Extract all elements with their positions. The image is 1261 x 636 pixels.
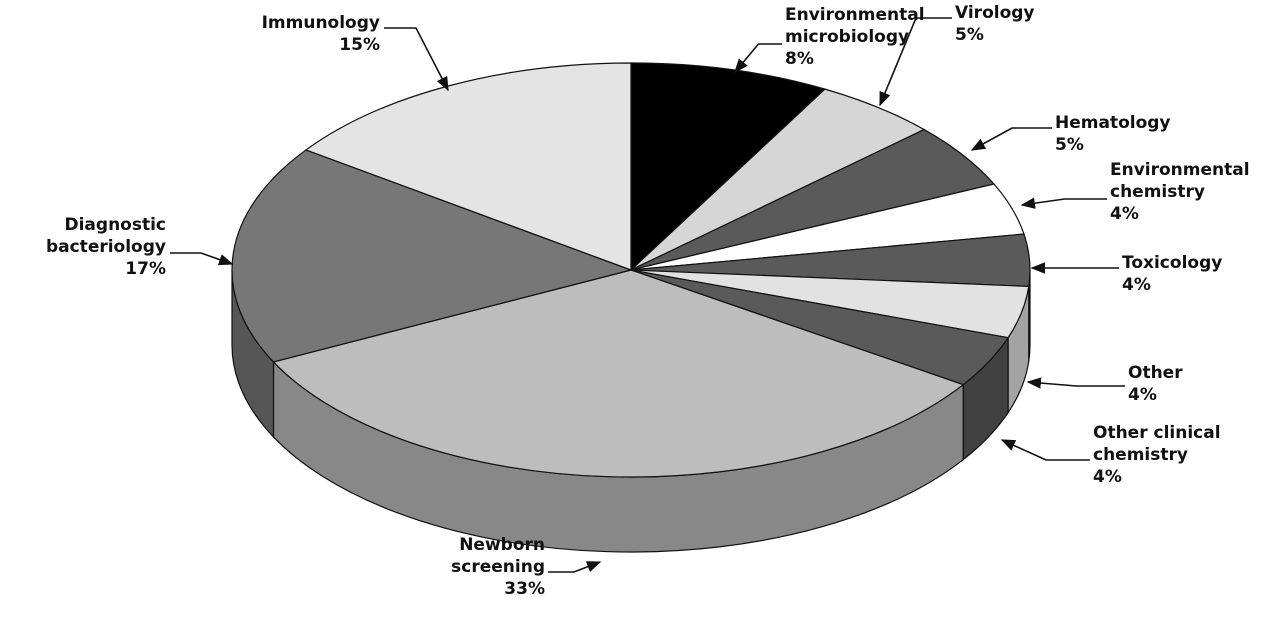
slice-label: Other clinical chemistry — [1093, 423, 1221, 465]
slice-value-label: 8% — [785, 49, 814, 69]
pie-slice — [231, 149, 634, 363]
slice-value-label: 5% — [1055, 135, 1084, 155]
slice-label: Environmental chemistry — [1110, 160, 1250, 202]
slice-label: Immunology — [262, 13, 380, 33]
slice-value-label: 15% — [339, 35, 380, 55]
leader-line — [879, 17, 952, 107]
slice-value-label: 4% — [1128, 385, 1157, 405]
pie-slice — [272, 269, 965, 478]
leader-line — [1000, 439, 1090, 461]
leader-line — [548, 561, 602, 573]
slice-value-label: 17% — [125, 259, 166, 279]
slice-label: Hematology — [1055, 113, 1171, 133]
slice-label: Diagnostic bacteriology — [46, 215, 166, 257]
slice-value-label: 5% — [955, 25, 984, 45]
pie-slice — [630, 62, 827, 272]
leader-line — [970, 127, 1052, 151]
leader-line — [734, 43, 782, 74]
leader-line — [1020, 197, 1107, 209]
leader-line — [384, 27, 449, 92]
slice-label: Toxicology — [1122, 253, 1222, 273]
slice-label: Virology — [955, 3, 1035, 23]
slice-label: Environmental microbiology — [785, 5, 925, 47]
slice-value-label: 33% — [504, 579, 545, 599]
slice-value-label: 4% — [1122, 275, 1151, 295]
slice-value-label: 4% — [1093, 467, 1122, 487]
slice-label: Newborn screening — [451, 535, 545, 577]
slice-value-label: 4% — [1110, 204, 1139, 224]
slice-label: Other — [1128, 363, 1183, 383]
leader-line — [170, 252, 234, 266]
leader-line — [1026, 377, 1125, 389]
